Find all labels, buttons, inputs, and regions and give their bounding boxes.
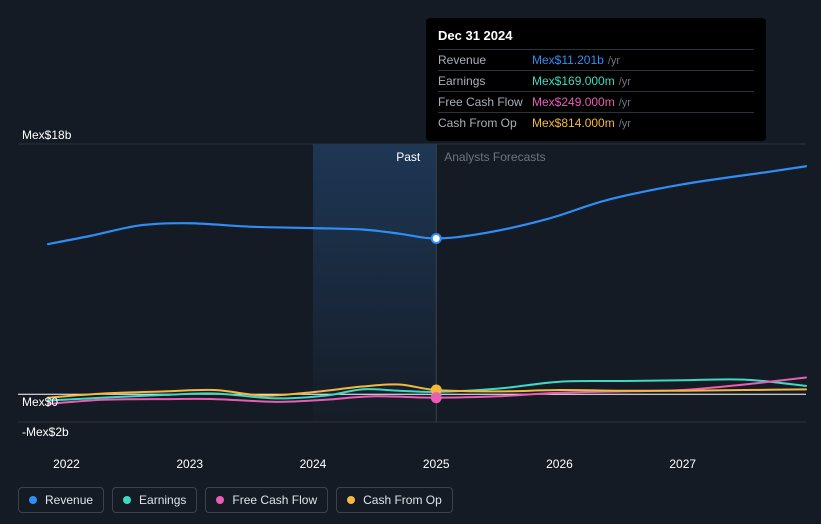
tooltip-row: RevenueMex$11.201b/yr (438, 49, 754, 70)
x-axis-label: 2025 (423, 457, 450, 471)
tooltip-row-label: Earnings (438, 74, 532, 88)
legend-dot-icon (347, 496, 355, 504)
legend-item-earnings[interactable]: Earnings (112, 487, 197, 513)
chart-legend: Revenue Earnings Free Cash Flow Cash From O… (18, 487, 453, 513)
legend-item-label: Earnings (139, 493, 186, 507)
legend-dot-icon (123, 496, 131, 504)
tooltip-row: Cash From OpMex$814.000m/yr (438, 112, 754, 133)
tooltip-row-value: Mex$169.000m (532, 74, 615, 88)
x-axis-label: 2024 (300, 457, 327, 471)
legend-item-label: Free Cash Flow (232, 493, 317, 507)
tooltip-row-suffix: /yr (619, 97, 631, 109)
tooltip-row: Free Cash FlowMex$249.000m/yr (438, 91, 754, 112)
y-axis-label: Mex$18b (22, 128, 71, 142)
earnings-revenue-chart: Dec 31 2024 RevenueMex$11.201b/yrEarning… (0, 0, 821, 524)
x-axis-label: 2023 (176, 457, 203, 471)
tooltip-row-label: Revenue (438, 53, 532, 67)
forecast-label: Analysts Forecasts (444, 150, 545, 164)
tooltip-row-suffix: /yr (619, 118, 631, 130)
y-axis-label: -Mex$2b (22, 425, 69, 439)
tooltip-row-value: Mex$249.000m (532, 95, 615, 109)
legend-item-label: Cash From Op (363, 493, 442, 507)
legend-item-cfo[interactable]: Cash From Op (336, 487, 453, 513)
tooltip-row-value: Mex$11.201b (532, 53, 604, 67)
legend-item-revenue[interactable]: Revenue (18, 487, 104, 513)
tooltip-row-suffix: /yr (608, 55, 620, 67)
x-axis-label: 2026 (546, 457, 573, 471)
tooltip-date: Dec 31 2024 (438, 26, 754, 49)
legend-dot-icon (29, 496, 37, 504)
tooltip-row-value: Mex$814.000m (532, 116, 615, 130)
y-axis-label: Mex$0 (22, 395, 58, 409)
tooltip-row: EarningsMex$169.000m/yr (438, 70, 754, 91)
x-axis-label: 2027 (669, 457, 696, 471)
chart-tooltip: Dec 31 2024 RevenueMex$11.201b/yrEarning… (426, 18, 766, 141)
legend-item-label: Revenue (45, 493, 93, 507)
tooltip-row-label: Cash From Op (438, 116, 532, 130)
legend-item-fcf[interactable]: Free Cash Flow (205, 487, 328, 513)
x-axis-label: 2022 (53, 457, 80, 471)
legend-dot-icon (216, 496, 224, 504)
past-label: Past (396, 150, 420, 164)
tooltip-row-suffix: /yr (619, 76, 631, 88)
tooltip-row-label: Free Cash Flow (438, 95, 532, 109)
